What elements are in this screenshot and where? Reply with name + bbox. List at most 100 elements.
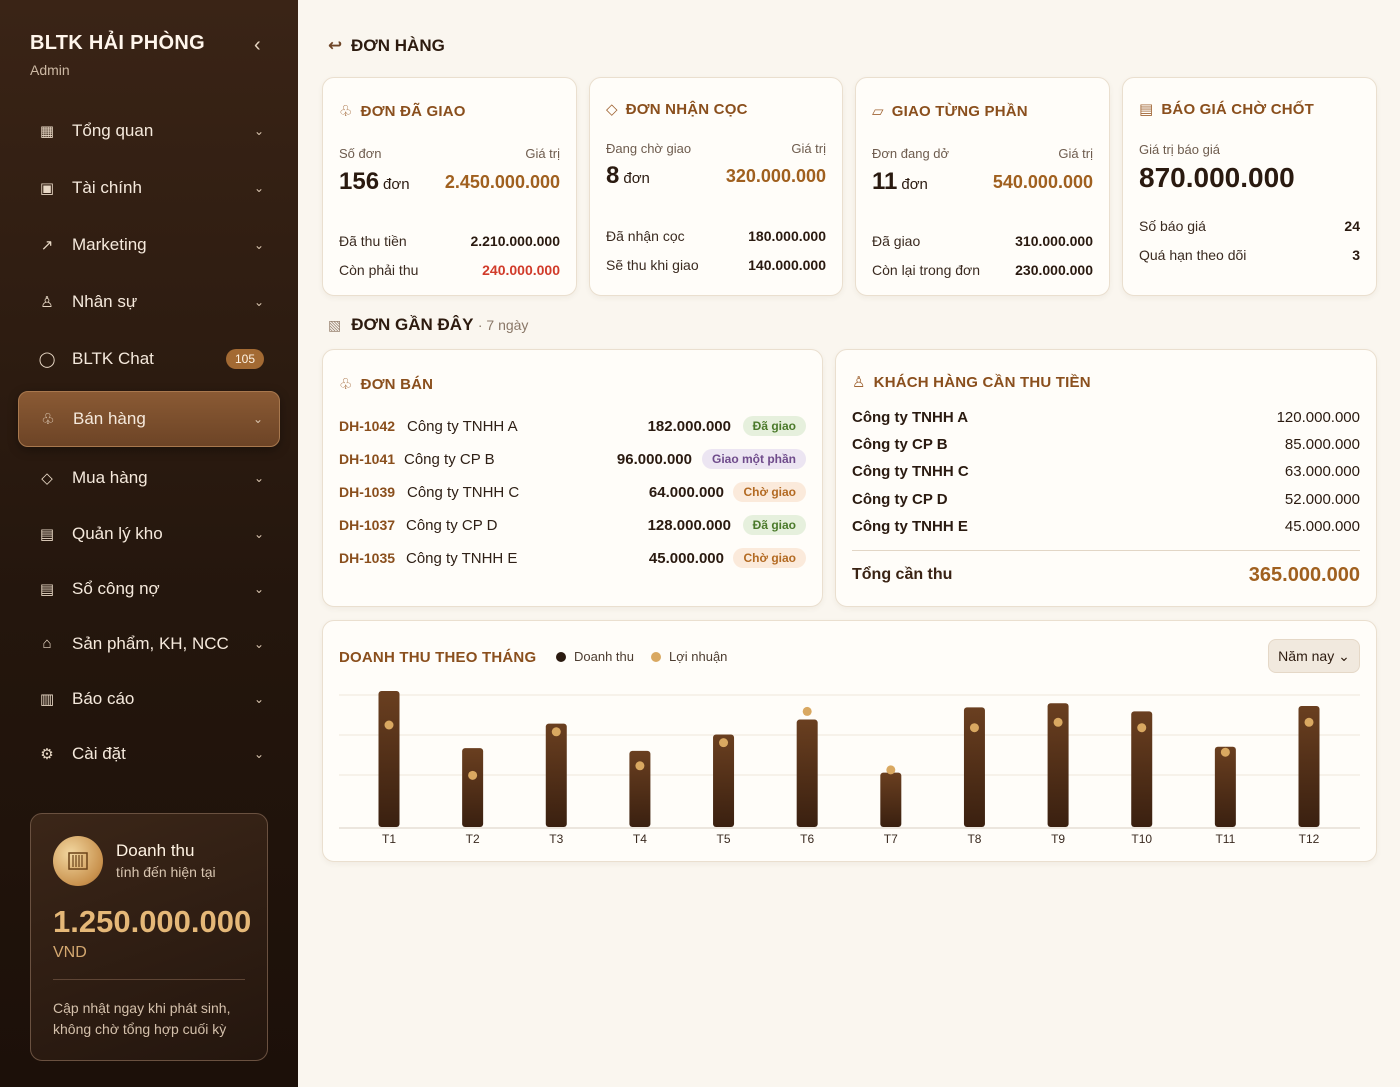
- back-icon[interactable]: ↩: [328, 36, 343, 55]
- remaining-label: Còn lại trong đơn: [872, 262, 981, 278]
- order-amount: 128.000.000: [647, 516, 731, 534]
- revenue-title: Doanh thu: [116, 841, 195, 860]
- table-row[interactable]: DH-1037 Công ty CP D 128.000.000 Đã giao: [339, 513, 806, 537]
- bar-T5[interactable]: [713, 734, 735, 827]
- bar-T8[interactable]: [963, 707, 985, 827]
- profit-point-T4[interactable]: [635, 761, 645, 771]
- x-tick-label: T1: [382, 832, 396, 846]
- order-code[interactable]: DH-1042: [339, 418, 396, 434]
- delivered-orders-card[interactable]: ♧ ĐƠN ĐÃ GIAO Số đơn Giá trị 156 đơn 2.450…: [322, 77, 577, 296]
- sidebar-item-label: Bán hàng: [73, 409, 146, 428]
- diamond-icon: ◇: [41, 469, 53, 487]
- profit-point-T12[interactable]: [1304, 717, 1314, 727]
- sidebar: BLTK HẢI PHÒNG Admin ‹ ▦ Tổng quan ⌄ ▣ T…: [0, 0, 298, 1087]
- status-badge: Chờ giao: [733, 548, 806, 568]
- order-amount: 64.000.000: [648, 483, 724, 501]
- sidebar-item-mua-hang[interactable]: ◇ Mua hàng ⌄: [18, 449, 280, 506]
- gear-icon: ⚙: [40, 745, 54, 763]
- quote-value: 870.000.000: [1139, 162, 1295, 193]
- bar-T3[interactable]: [545, 723, 567, 827]
- collapse-sidebar-icon[interactable]: ‹: [254, 34, 261, 56]
- bar-T4[interactable]: [629, 750, 651, 827]
- list-item[interactable]: Công ty TNHH E 45.000.000: [852, 518, 1360, 540]
- pending-quotes-card[interactable]: ▤ BÁO GIÁ CHỜ CHỐT Giá trị báo giá 870.00…: [1122, 77, 1377, 296]
- sidebar-item-ban-hang[interactable]: ♧ Bán hàng ⌄: [18, 391, 280, 447]
- profit-point-T9[interactable]: [1053, 717, 1063, 727]
- document-icon: ▤: [1139, 101, 1154, 118]
- bar-T10[interactable]: [1131, 711, 1153, 827]
- deposit-received-value: 180.000.000: [748, 228, 826, 244]
- list-item[interactable]: Công ty TNHH A 120.000.000: [852, 409, 1360, 431]
- bar-T12[interactable]: [1298, 705, 1320, 827]
- sidebar-item-cai-dat[interactable]: ⚙ Cài đặt ⌄: [18, 726, 280, 781]
- profit-point-T5[interactable]: [719, 738, 729, 748]
- sidebar-item-bao-cao[interactable]: ▥ Báo cáo ⌄: [18, 671, 280, 726]
- sidebar-item-san-pham[interactable]: ⌂ Sản phẩm, KH, NCC ⌄: [18, 616, 280, 671]
- revenue-subtitle: tính đến hiện tại: [116, 864, 216, 880]
- profit-point-T8[interactable]: [969, 723, 979, 733]
- chevron-down-icon: ⌄: [253, 636, 264, 651]
- sidebar-item-bltk-chat[interactable]: ◯ BLTK Chat 105: [18, 330, 280, 387]
- value-label: Giá trị: [791, 141, 826, 156]
- chevron-down-icon: ⌄: [253, 691, 264, 706]
- bar-T9[interactable]: [1047, 703, 1069, 827]
- sidebar-item-nhan-su[interactable]: ♙ Nhân sự ⌄: [18, 273, 280, 330]
- sidebar-item-label: Mua hàng: [72, 467, 148, 487]
- sidebar-item-label: Marketing: [72, 234, 147, 254]
- profit-point-T3[interactable]: [551, 727, 561, 737]
- sidebar-item-marketing[interactable]: ↗ Marketing ⌄: [18, 216, 280, 273]
- sidebar-nav: ▦ Tổng quan ⌄ ▣ Tài chính ⌄ ↗ Marketing …: [18, 102, 280, 781]
- bar-T11[interactable]: [1214, 746, 1236, 827]
- order-code[interactable]: DH-1039: [339, 484, 396, 500]
- legend-dot: [556, 651, 566, 662]
- profit-point-T7[interactable]: [886, 765, 896, 775]
- home-icon: ⌂: [42, 635, 52, 652]
- delivered-value: 310.000.000: [1015, 233, 1093, 249]
- diamond-icon: ◇: [606, 101, 618, 118]
- x-tick-label: T7: [884, 832, 898, 846]
- list-item[interactable]: Công ty TNHH C 63.000.000: [852, 463, 1360, 485]
- list-item[interactable]: Công ty CP B 85.000.000: [852, 436, 1360, 458]
- value-label: Giá trị: [525, 146, 560, 161]
- profit-point-T6[interactable]: [802, 706, 812, 716]
- deposit-orders-card[interactable]: ◇ ĐƠN NHẬN CỌC Đang chờ giao Giá trị 8 đơn…: [589, 77, 843, 296]
- sidebar-item-tai-chinh[interactable]: ▣ Tài chính ⌄: [18, 159, 280, 216]
- bar-T1[interactable]: [378, 691, 400, 827]
- remaining-label: Còn phải thu: [339, 262, 419, 278]
- sidebar-item-tong-quan[interactable]: ▦ Tổng quan ⌄: [18, 102, 280, 159]
- sidebar-item-so-cong-no[interactable]: ▤ Sổ công nợ ⌄: [18, 561, 280, 616]
- list-item[interactable]: Công ty CP D 52.000.000: [852, 491, 1360, 513]
- profit-point-T11[interactable]: [1220, 747, 1230, 757]
- order-code[interactable]: DH-1035: [339, 550, 396, 566]
- quote-value-label: Giá trị báo giá: [1139, 142, 1220, 157]
- amount-due: 52.000.000: [1284, 491, 1360, 508]
- bar-T7[interactable]: [880, 772, 902, 827]
- x-tick-label: T9: [1051, 832, 1065, 846]
- total-label: Tổng cần thu: [852, 566, 953, 583]
- profit-point-T2[interactable]: [468, 770, 478, 780]
- sidebar-item-quan-ly-kho[interactable]: ▤ Quản lý kho ⌄: [18, 506, 280, 561]
- deposit-received-label: Đã nhận cọc: [606, 228, 685, 244]
- club-icon: ♧: [339, 376, 353, 393]
- profit-point-T1[interactable]: [384, 720, 394, 730]
- table-row[interactable]: DH-1041 Công ty CP B 96.000.000 Giao một…: [339, 447, 806, 471]
- parallelogram-icon: ▱: [872, 103, 884, 120]
- chevron-down-icon: ⌄: [253, 526, 264, 541]
- bar-T2[interactable]: [462, 748, 484, 827]
- order-code[interactable]: DH-1037: [339, 517, 396, 533]
- profit-point-T10[interactable]: [1137, 723, 1147, 733]
- table-row[interactable]: DH-1039 Công ty TNHH C 64.000.000 Chờ gi…: [339, 480, 806, 504]
- overdue-value: 3: [1352, 247, 1360, 263]
- page-title-text: ĐƠN HÀNG: [350, 36, 445, 55]
- period-select[interactable]: Năm nay ⌄: [1268, 639, 1360, 673]
- table-row[interactable]: DH-1035 Công ty TNHH E 45.000.000 Chờ gi…: [339, 546, 806, 570]
- bar-T6[interactable]: [796, 719, 818, 827]
- count-label: Số đơn: [339, 146, 382, 161]
- collect-on-delivery-value: 140.000.000: [748, 257, 826, 273]
- order-count: 156 đơn: [339, 168, 410, 195]
- partial-delivery-card[interactable]: ▱ GIAO TỪNG PHẦN Đơn đang dở Giá trị 11 đơ…: [855, 77, 1110, 296]
- order-code[interactable]: DH-1041: [339, 451, 396, 467]
- table-row[interactable]: DH-1042 Công ty TNHH A 182.000.000 Đã gi…: [339, 414, 806, 438]
- ledger-icon: ▤: [39, 580, 55, 598]
- card-title: ♧ ĐƠN BÁN: [339, 376, 434, 393]
